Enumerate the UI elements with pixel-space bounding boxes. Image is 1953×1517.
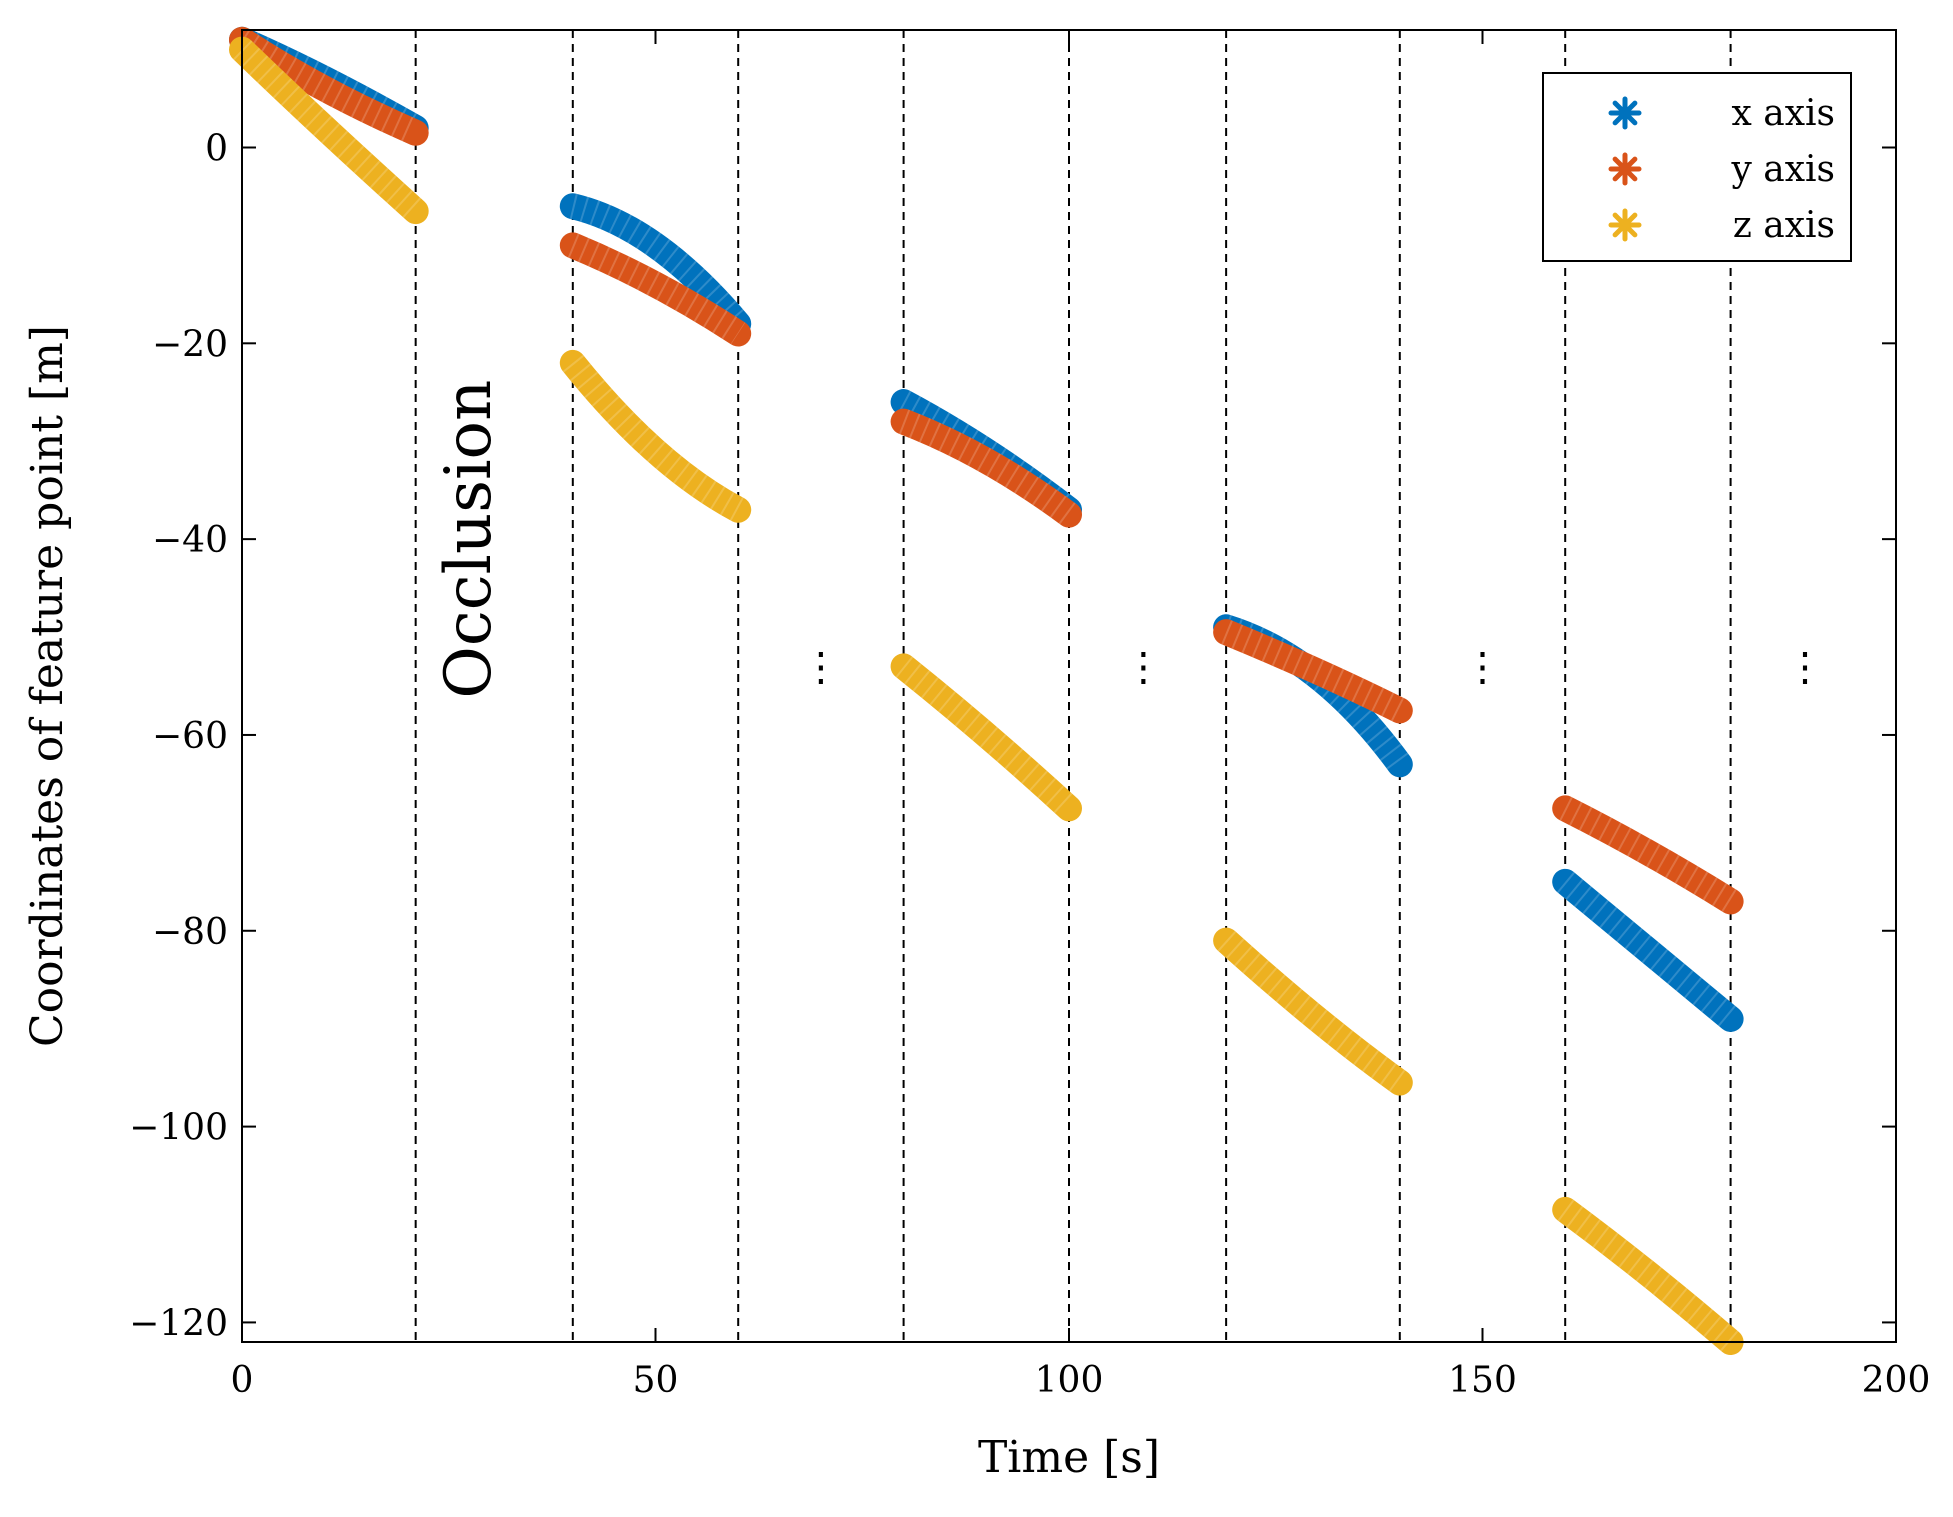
x-tick-label: 200 bbox=[1862, 1360, 1931, 1401]
y-axis-title: Coordinates of feature point [m] bbox=[22, 325, 73, 1047]
x-tick-label: 150 bbox=[1448, 1360, 1517, 1401]
series-segment bbox=[1552, 1196, 1744, 1355]
continuation-ellipsis: ⋮ bbox=[801, 644, 841, 690]
x-tick-label: 50 bbox=[633, 1360, 679, 1401]
y-axis-ticks: 0 −20 −40 −60 −80 −100 −120 bbox=[129, 128, 1896, 1344]
series-segment bbox=[1552, 868, 1744, 1032]
series-segment bbox=[1213, 927, 1413, 1096]
y-tick-label: −40 bbox=[152, 520, 228, 561]
series-segment-texture bbox=[898, 409, 1077, 526]
legend: x axis y axis z axis bbox=[1542, 72, 1852, 262]
series-segment bbox=[1213, 619, 1413, 724]
legend-marker-asterisk-icon bbox=[1608, 152, 1642, 186]
occlusion-label: Occlusion bbox=[432, 380, 506, 699]
annotations: Occlusion ⋮ ⋮ ⋮ ⋮ bbox=[432, 380, 1825, 699]
series-segment-texture bbox=[1559, 796, 1738, 913]
series-segment-texture bbox=[1221, 620, 1406, 723]
series-segment bbox=[1552, 795, 1744, 915]
x-tick-label: 100 bbox=[1035, 1360, 1104, 1401]
legend-label: z axis bbox=[1733, 205, 1835, 246]
series-segment-texture bbox=[897, 390, 1077, 521]
continuation-ellipsis: ⋮ bbox=[1463, 644, 1503, 690]
series-segment bbox=[890, 653, 1082, 822]
series-segment bbox=[559, 349, 752, 523]
series-segment bbox=[229, 36, 429, 225]
series-segment-texture bbox=[562, 354, 745, 522]
legend-marker-asterisk-icon bbox=[1608, 208, 1642, 242]
x-tick-label: 0 bbox=[231, 1360, 254, 1401]
continuation-ellipsis: ⋮ bbox=[1785, 644, 1825, 690]
legend-label: y axis bbox=[1730, 149, 1835, 190]
continuation-ellipsis: ⋮ bbox=[1123, 644, 1163, 690]
legend-box bbox=[1542, 72, 1852, 262]
data-series bbox=[229, 26, 1744, 1355]
series-segment-texture bbox=[1217, 930, 1408, 1094]
series-segment bbox=[559, 232, 752, 347]
series-segment-texture bbox=[1556, 871, 1739, 1029]
y-tick-label: −80 bbox=[152, 912, 228, 953]
y-tick-label: −100 bbox=[129, 1108, 228, 1149]
legend-marker-asterisk-icon bbox=[1608, 96, 1642, 130]
y-tick-label: 0 bbox=[205, 128, 228, 169]
y-tick-label: −20 bbox=[152, 324, 228, 365]
y-tick-label: −120 bbox=[129, 1303, 228, 1344]
occlusion-divider-lines bbox=[414, 30, 1732, 1342]
series-segment bbox=[890, 408, 1082, 528]
legend-label: x axis bbox=[1732, 93, 1836, 134]
x-axis-ticks: 0 50 100 150 200 bbox=[231, 30, 1931, 1401]
y-tick-label: −60 bbox=[152, 716, 228, 757]
series-z-axis bbox=[229, 36, 1744, 1355]
series-segment bbox=[559, 193, 752, 337]
x-axis-title: Time [s] bbox=[978, 1432, 1160, 1483]
